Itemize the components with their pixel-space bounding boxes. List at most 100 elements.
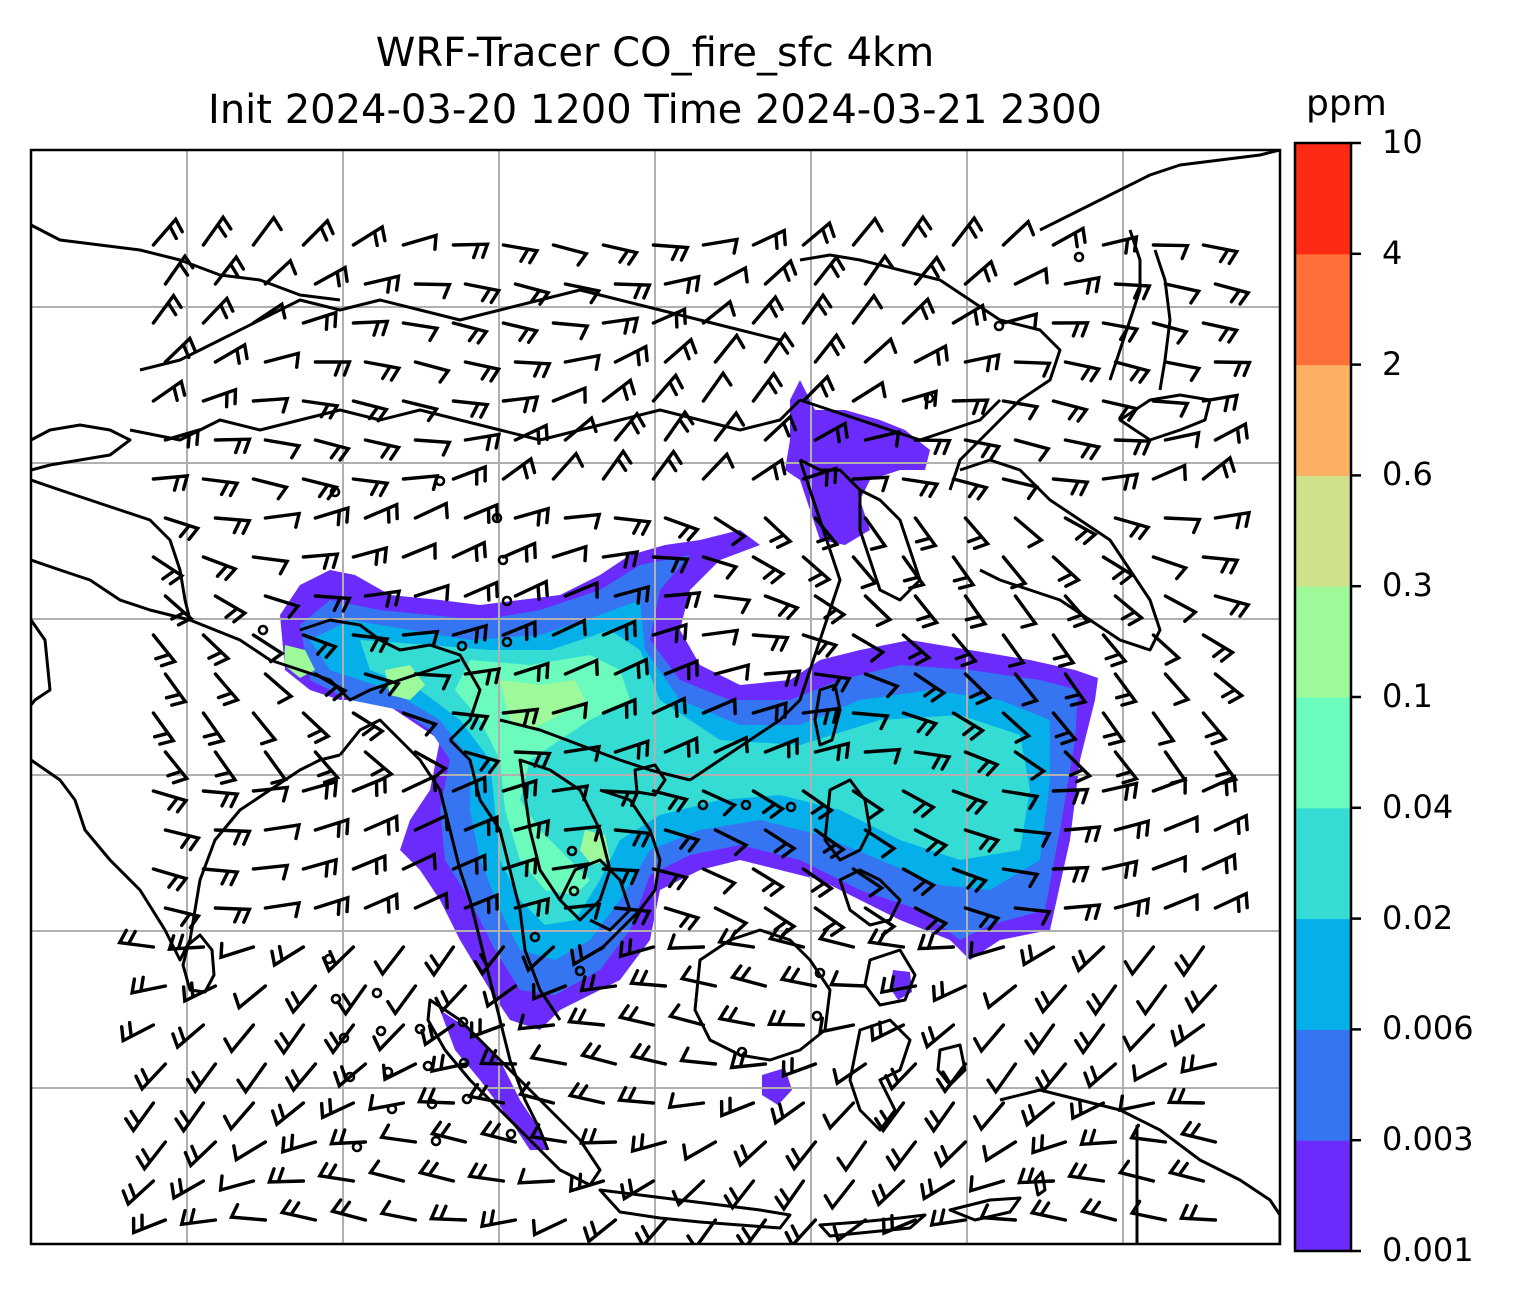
- colorbar-segment: [1295, 1029, 1351, 1141]
- colorbar-tick-label: 0.003: [1382, 1120, 1474, 1159]
- wind-barb: [213, 750, 238, 785]
- wind-barb: [920, 1178, 956, 1202]
- wind-barb: [901, 477, 940, 498]
- wind-barb: [579, 974, 618, 993]
- calm-wind-marker: [497, 554, 509, 566]
- wind-barb: [213, 828, 252, 846]
- wind-barb: [351, 545, 389, 566]
- colorbar-tick-label: 0.3: [1382, 566, 1433, 605]
- wind-barb: [163, 335, 197, 364]
- wind-barb: [1213, 813, 1249, 836]
- wind-barb: [1201, 243, 1240, 266]
- wind-barb: [463, 892, 499, 915]
- wind-barb: [801, 292, 833, 325]
- wind-barb: [924, 1101, 956, 1134]
- wind-barb: [1213, 891, 1249, 914]
- wind-barb: [1201, 555, 1240, 575]
- wind-barb: [563, 824, 602, 842]
- wind-barb: [529, 1123, 568, 1144]
- wind-barb: [701, 555, 739, 580]
- border-south-china: [499, 718, 691, 782]
- wind-barb: [901, 214, 933, 247]
- wind-barb: [313, 505, 350, 527]
- wind-barb: [1051, 633, 1076, 668]
- wind-barb: [1101, 781, 1139, 801]
- wind-barb: [563, 580, 599, 599]
- wind-barb: [982, 984, 1018, 1011]
- wind-barb: [321, 945, 356, 974]
- wind-barb: [163, 672, 189, 707]
- wind-barb: [651, 867, 690, 891]
- coastline-north-central: [31, 223, 341, 302]
- wind-barb: [781, 1057, 818, 1079]
- wind-barb: [863, 516, 888, 551]
- wind-barb: [563, 353, 601, 371]
- wind-barb: [701, 298, 736, 325]
- wind-barb: [1063, 516, 1099, 546]
- border-mongolia-north: [139, 288, 781, 372]
- wind-barb: [563, 657, 599, 677]
- wind-barb: [770, 1101, 806, 1126]
- wind-barb: [124, 1101, 156, 1134]
- wind-barb: [751, 294, 784, 325]
- wind-barb: [851, 789, 885, 820]
- calm-wind-marker: [430, 1135, 442, 1147]
- wind-barb: [151, 867, 189, 892]
- wind-barb: [1117, 1159, 1156, 1183]
- wind-barb: [751, 867, 786, 897]
- wind-barb: [233, 984, 268, 1011]
- wind-barb: [451, 540, 487, 562]
- calm-wind-marker: [458, 1057, 470, 1069]
- wind-barb: [963, 672, 993, 706]
- wind-barb: [329, 1198, 368, 1222]
- wind-barb: [701, 697, 737, 716]
- wind-barb: [570, 944, 606, 967]
- wind-barb: [884, 1062, 918, 1092]
- wind-barb: [813, 594, 847, 625]
- wind-barb: [151, 555, 185, 586]
- wind-barb: [517, 1013, 556, 1031]
- wind-barb: [1063, 275, 1101, 295]
- calm-wind-marker: [697, 799, 709, 811]
- calm-wind-marker: [785, 801, 797, 813]
- wind-barb: [1163, 282, 1202, 305]
- wind-barb: [551, 450, 585, 481]
- wind-barb: [1101, 859, 1139, 879]
- wind-barb: [713, 410, 746, 442]
- wind-barb: [1163, 672, 1191, 706]
- wind-barb: [1024, 1023, 1056, 1056]
- wind-barb: [663, 274, 701, 295]
- wind-barb: [213, 342, 249, 365]
- plume-speck-1: [762, 1068, 792, 1105]
- coastline-hokkaido: [1118, 393, 1212, 442]
- wind-barb: [351, 477, 390, 498]
- wind-barb: [463, 750, 501, 775]
- wind-barb: [578, 1127, 618, 1145]
- wind-barb: [201, 387, 238, 409]
- wind-barb: [413, 360, 452, 384]
- wind-barb: [951, 302, 987, 326]
- wind-barb: [1213, 360, 1252, 378]
- wind-barb: [1101, 711, 1126, 746]
- wind-barb: [963, 438, 1002, 461]
- wind-barb: [813, 420, 849, 444]
- wind-barb: [717, 1005, 756, 1027]
- wind-barb: [263, 900, 302, 919]
- wind-barb: [651, 448, 683, 481]
- wind-barb: [501, 619, 537, 642]
- wind-barb: [213, 594, 248, 624]
- wind-barb: [1101, 321, 1140, 343]
- wind-barb: [401, 711, 439, 737]
- wind-barb: [763, 736, 799, 759]
- wind-barb: [1017, 1167, 1056, 1185]
- wind-barb: [601, 697, 637, 719]
- plume-level-6: [500, 680, 585, 730]
- wind-barb: [801, 373, 835, 403]
- wind-barb: [451, 853, 487, 875]
- wind-barb: [1051, 225, 1087, 249]
- wind-barb: [301, 310, 338, 331]
- calm-wind-marker: [422, 1060, 434, 1072]
- wind-barb: [1151, 321, 1190, 345]
- colorbar-tick-label: 2: [1382, 344, 1403, 383]
- wind-barb: [1020, 944, 1056, 968]
